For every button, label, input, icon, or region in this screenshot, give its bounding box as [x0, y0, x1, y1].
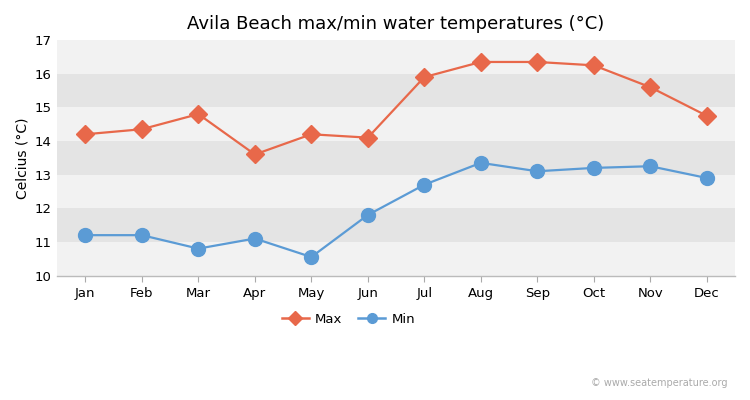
Bar [57, 74, 735, 107]
Line: Max: Max [79, 56, 713, 161]
Min [137, 233, 146, 238]
Min [194, 246, 202, 251]
Max [590, 63, 598, 68]
Bar [57, 208, 735, 242]
Max [420, 75, 429, 80]
Min [476, 160, 485, 165]
Bar [57, 242, 735, 276]
Max [363, 135, 372, 140]
Line: Min: Min [79, 156, 714, 264]
Legend: Max, Min: Max, Min [278, 309, 419, 330]
Min [646, 164, 655, 169]
Max [646, 85, 655, 90]
Max [251, 152, 260, 157]
Max [137, 127, 146, 132]
Min [363, 212, 372, 217]
Bar [57, 175, 735, 208]
Title: Avila Beach max/min water temperatures (°C): Avila Beach max/min water temperatures (… [188, 15, 604, 33]
Max [476, 60, 485, 64]
Max [702, 113, 711, 118]
Text: © www.seatemperature.org: © www.seatemperature.org [591, 378, 728, 388]
Min [251, 236, 260, 241]
Min [420, 182, 429, 187]
Bar [57, 107, 735, 141]
Max [532, 60, 542, 64]
Max [81, 132, 90, 137]
Bar [57, 141, 735, 175]
Min [532, 169, 542, 174]
Max [194, 112, 202, 116]
Min [702, 176, 711, 180]
Bar [57, 40, 735, 74]
Min [307, 255, 316, 260]
Min [590, 166, 598, 170]
Min [81, 233, 90, 238]
Y-axis label: Celcius (°C): Celcius (°C) [15, 117, 29, 198]
Max [307, 132, 316, 137]
